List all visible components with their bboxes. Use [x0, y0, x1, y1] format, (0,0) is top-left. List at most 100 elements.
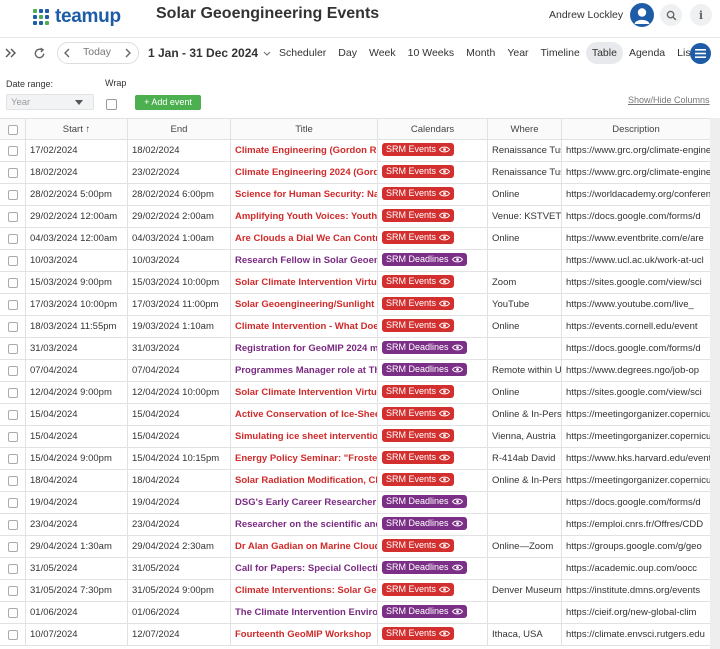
calendar-cell[interactable]: SRM Deadlines	[378, 338, 488, 359]
description-cell[interactable]: https://docs.google.com/forms/d	[566, 211, 701, 222]
row-checkbox[interactable]	[8, 300, 18, 310]
end-cell[interactable]: 15/04/2024	[128, 404, 231, 425]
eye-icon[interactable]	[439, 586, 451, 593]
title-cell[interactable]: Registration for GeoMIP 2024 meeting	[231, 338, 378, 359]
refresh-icon[interactable]	[30, 44, 48, 62]
calendar-cell[interactable]: SRM Events	[378, 536, 488, 557]
description-cell[interactable]: https://www.grc.org/climate-engineering	[566, 145, 710, 156]
where-cell[interactable]: Venue: KSTVET	[488, 206, 562, 227]
eye-icon[interactable]	[439, 300, 451, 307]
table-row[interactable]: 15/03/2024 9:00pm 15/03/2024 10:00pm Solar…	[0, 272, 710, 294]
row-checkbox[interactable]	[8, 256, 18, 266]
eye-icon[interactable]	[439, 630, 451, 637]
calendar-tag[interactable]: SRM Events	[382, 538, 455, 552]
end-cell[interactable]: 28/02/2024 6:00pm	[128, 184, 231, 205]
start-cell[interactable]: 31/05/2024	[26, 558, 128, 579]
row-checkbox[interactable]	[8, 322, 18, 332]
date-range-select[interactable]: Year	[6, 94, 94, 110]
end-cell[interactable]: 12/07/2024	[128, 624, 231, 645]
wrap-checkbox[interactable]	[106, 99, 117, 110]
calendar-cell[interactable]: SRM Deadlines	[378, 492, 488, 513]
title-cell[interactable]: Simulating ice sheet interventions	[231, 426, 378, 447]
title-cell[interactable]: Are Clouds a Dial We Can Control	[231, 228, 378, 249]
table-row[interactable]: 29/04/2024 1:30am 29/04/2024 2:30am Dr Ala…	[0, 536, 710, 558]
table-row[interactable]: 10/07/2024 12/07/2024 Fourteenth GeoMIP Wo…	[0, 624, 710, 646]
description-cell[interactable]: https://cieif.org/new-global-clim	[566, 607, 697, 618]
search-icon[interactable]	[660, 4, 682, 26]
title-cell[interactable]: Call for Papers: Special Collection	[231, 558, 378, 579]
description-cell[interactable]: https://www.hks.harvard.edu/events	[566, 453, 710, 464]
double-chevron-right-icon[interactable]	[3, 45, 19, 61]
end-cell[interactable]: 01/06/2024	[128, 602, 231, 623]
start-cell[interactable]: 31/03/2024	[26, 338, 128, 359]
calendar-tag[interactable]: SRM Events	[382, 296, 455, 310]
description-cell[interactable]: https://academic.oup.com/oocc	[566, 563, 697, 574]
info-icon[interactable]: i	[690, 4, 712, 26]
eye-icon[interactable]	[439, 234, 451, 241]
table-row[interactable]: 31/05/2024 7:30pm 31/05/2024 9:00pm Climat…	[0, 580, 710, 602]
title-cell[interactable]: Solar Climate Intervention Virtual	[231, 272, 378, 293]
calendar-tag[interactable]: SRM Events	[382, 208, 455, 222]
row-checkbox[interactable]	[8, 498, 18, 508]
table-row[interactable]: 07/04/2024 07/04/2024 Programmes Manager r…	[0, 360, 710, 382]
where-cell[interactable]: R-414ab David	[488, 448, 562, 469]
where-cell[interactable]: Online—Zoom	[488, 536, 562, 557]
calendar-cell[interactable]: SRM Events	[378, 404, 488, 425]
calendar-tag[interactable]: SRM Events	[382, 384, 455, 398]
calendar-tag[interactable]: SRM Events	[382, 230, 455, 244]
row-checkbox[interactable]	[8, 520, 18, 530]
table-row[interactable]: 31/05/2024 31/05/2024 Call for Papers: Spe…	[0, 558, 710, 580]
eye-icon[interactable]	[439, 190, 451, 197]
title-cell[interactable]: Programmes Manager role at The	[231, 360, 378, 381]
calendar-tag[interactable]: SRM Events	[382, 186, 455, 200]
start-cell[interactable]: 15/04/2024	[26, 404, 128, 425]
calendar-tag[interactable]: SRM Events	[382, 406, 455, 420]
eye-icon[interactable]	[439, 168, 451, 175]
end-cell[interactable]: 15/04/2024	[128, 426, 231, 447]
calendar-cell[interactable]: SRM Deadlines	[378, 514, 488, 535]
end-cell[interactable]: 12/04/2024 10:00pm	[128, 382, 231, 403]
where-cell[interactable]: Zoom	[488, 272, 562, 293]
row-checkbox[interactable]	[8, 168, 18, 178]
calendar-tag[interactable]: SRM Deadlines	[382, 516, 467, 530]
description-cell[interactable]: https://climate.envsci.rutgers.edu	[566, 629, 705, 640]
eye-icon[interactable]	[439, 278, 451, 285]
title-cell[interactable]: Fourteenth GeoMIP Workshop	[231, 624, 378, 645]
description-cell[interactable]: https://emploi.cnrs.fr/Offres/CDD	[566, 519, 704, 530]
start-cell[interactable]: 12/04/2024 9:00pm	[26, 382, 128, 403]
calendar-tag[interactable]: SRM Deadlines	[382, 560, 467, 574]
where-cell[interactable]	[488, 558, 562, 579]
column-header-where[interactable]: Where	[488, 119, 562, 140]
view-tab-table[interactable]: Table	[585, 42, 623, 64]
title-cell[interactable]: Solar Geoengineering/Sunlight	[231, 294, 378, 315]
table-row[interactable]: 17/03/2024 10:00pm 17/03/2024 11:00pm Sola…	[0, 294, 710, 316]
eye-icon[interactable]	[439, 454, 451, 461]
table-row[interactable]: 19/04/2024 19/04/2024 DSG's Early Career R…	[0, 492, 710, 514]
where-cell[interactable]: Ithaca, USA	[488, 624, 562, 645]
title-cell[interactable]: Dr Alan Gadian on Marine Cloud	[231, 536, 378, 557]
column-header-description[interactable]: Description	[612, 124, 660, 135]
start-cell[interactable]: 10/07/2024	[26, 624, 128, 645]
calendar-tag[interactable]: SRM Events	[382, 472, 455, 486]
calendar-tag[interactable]: SRM Events	[382, 164, 455, 178]
calendar-tag[interactable]: SRM Events	[382, 428, 455, 442]
title-cell[interactable]: DSG's Early Career Researcher	[231, 492, 378, 513]
calendar-tag[interactable]: SRM Events	[382, 450, 455, 464]
calendar-cell[interactable]: SRM Events	[378, 140, 488, 161]
table-row[interactable]: 29/02/2024 12:00am 29/02/2024 2:00am Ampli…	[0, 206, 710, 228]
table-row[interactable]: 28/02/2024 5:00pm 28/02/2024 6:00pm Scienc…	[0, 184, 710, 206]
start-cell[interactable]: 18/02/2024	[26, 162, 128, 183]
view-tab-day[interactable]: Day	[338, 47, 357, 59]
select-all-checkbox[interactable]	[8, 125, 18, 135]
start-cell[interactable]: 15/04/2024 9:00pm	[26, 448, 128, 469]
where-cell[interactable]: YouTube	[488, 294, 562, 315]
calendar-cell[interactable]: SRM Events	[378, 272, 488, 293]
calendar-cell[interactable]: SRM Deadlines	[378, 602, 488, 623]
table-row[interactable]: 23/04/2024 23/04/2024 Researcher on the sc…	[0, 514, 710, 536]
where-cell[interactable]: Online	[488, 228, 562, 249]
calendar-cell[interactable]: SRM Events	[378, 470, 488, 491]
title-cell[interactable]: Solar Radiation Modification, Climate	[231, 470, 378, 491]
eye-icon[interactable]	[439, 542, 451, 549]
eye-icon[interactable]	[451, 608, 463, 615]
eye-icon[interactable]	[439, 322, 451, 329]
